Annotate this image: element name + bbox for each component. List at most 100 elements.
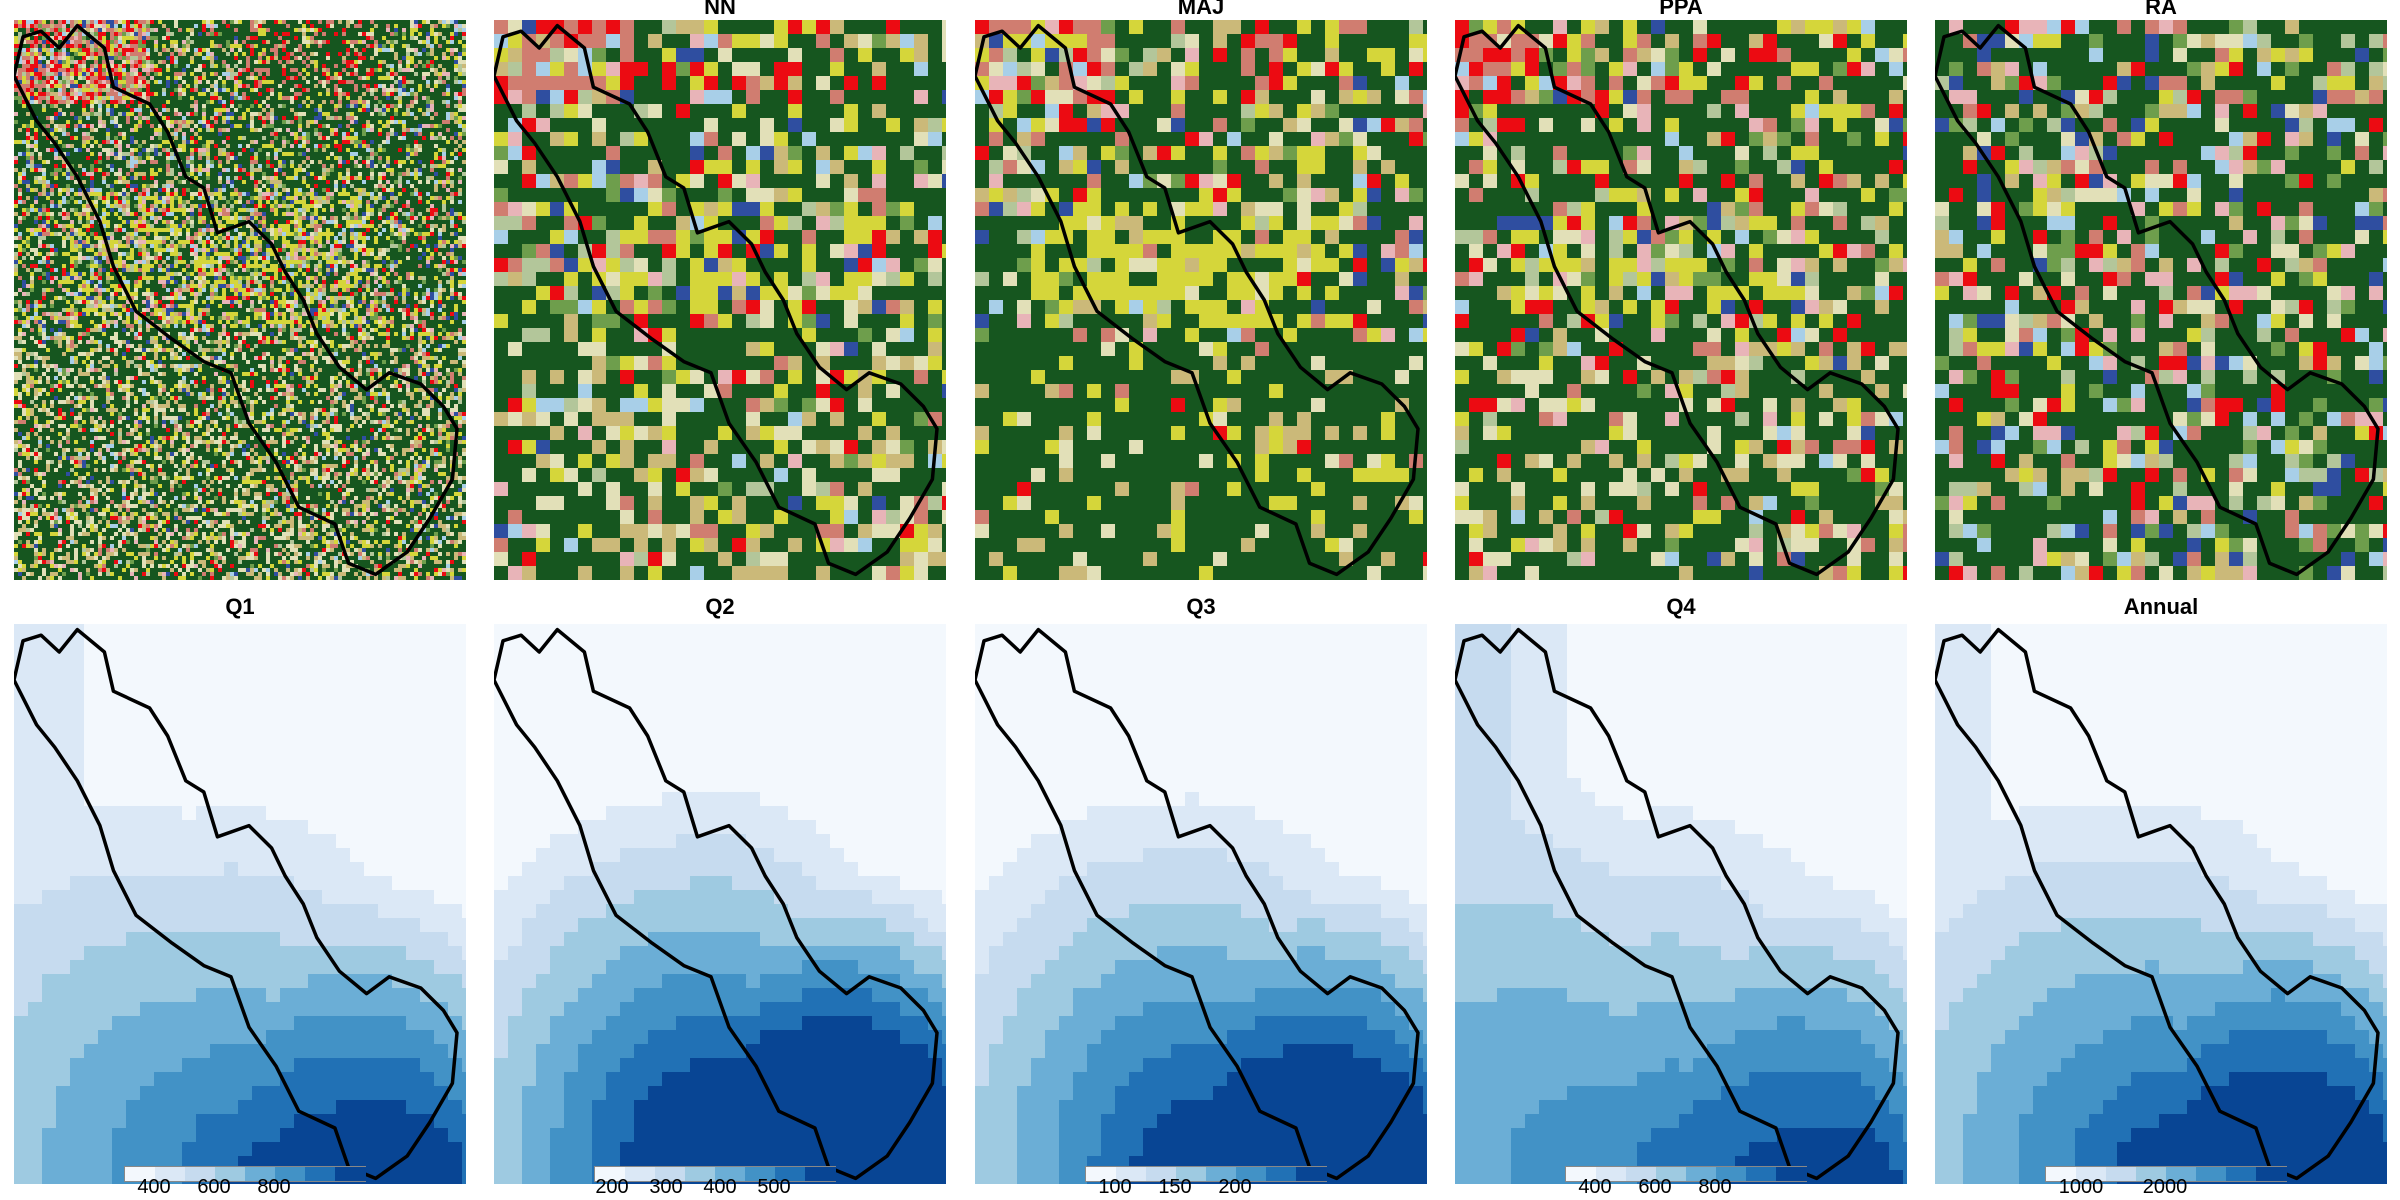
landcover-cell <box>150 84 155 89</box>
landcover-cell <box>38 108 43 113</box>
landcover-cell <box>366 124 371 129</box>
landcover-cell <box>426 152 431 157</box>
landcover-cell <box>182 92 187 97</box>
landcover-cell <box>218 40 223 45</box>
landcover-cell <box>118 152 123 157</box>
landcover-cell <box>382 72 387 77</box>
landcover-cell <box>258 140 263 145</box>
landcover-cell <box>462 44 466 49</box>
landcover-cell <box>454 60 459 65</box>
landcover-cell <box>326 36 331 41</box>
landcover-cell <box>82 168 87 173</box>
landcover-cell <box>222 68 227 73</box>
landcover-cell <box>174 104 179 109</box>
landcover-cell <box>138 188 143 193</box>
landcover-cell <box>106 144 111 149</box>
landcover-cell <box>174 56 179 61</box>
landcover-cell <box>250 192 255 197</box>
landcover-cell <box>430 48 435 53</box>
landcover-cell <box>174 64 179 69</box>
landcover-cell <box>310 64 315 69</box>
landcover-cell <box>182 160 187 165</box>
landcover-cell <box>114 96 119 101</box>
landcover-cell <box>406 144 411 149</box>
landcover-cell <box>254 36 259 41</box>
landcover-cell <box>374 180 379 185</box>
landcover-cell <box>386 40 391 45</box>
landcover-cell <box>362 172 367 177</box>
landcover-cell <box>462 36 466 41</box>
landcover-cell <box>398 164 403 169</box>
landcover-cell <box>178 144 183 149</box>
landcover-cell <box>106 152 111 157</box>
landcover-cell <box>382 124 387 129</box>
landcover-cell <box>438 36 443 41</box>
landcover-cell <box>310 68 315 73</box>
landcover-cell <box>378 160 383 165</box>
landcover-cell <box>86 24 91 29</box>
landcover-cell <box>94 28 99 33</box>
landcover-cell <box>210 124 215 129</box>
landcover-cell <box>426 180 431 185</box>
landcover-cell <box>126 64 131 69</box>
landcover-cell <box>146 156 151 161</box>
landcover-cell <box>90 156 95 161</box>
landcover-cell <box>102 136 107 141</box>
landcover-cell <box>90 104 95 109</box>
landcover-cell <box>166 116 171 121</box>
landcover-cell <box>322 44 327 49</box>
landcover-cell <box>338 104 343 109</box>
landcover-cell <box>318 92 323 97</box>
landcover-cell <box>78 124 83 129</box>
landcover-cell <box>70 176 75 181</box>
landcover-cell <box>254 120 259 125</box>
landcover-cell <box>330 176 335 181</box>
landcover-cell <box>350 116 355 121</box>
landcover-cell <box>366 76 371 81</box>
landcover-cell <box>150 36 155 41</box>
landcover-cell <box>358 120 363 125</box>
landcover-cell <box>286 188 291 193</box>
landcover-cell <box>114 132 119 137</box>
landcover-cell <box>90 120 95 125</box>
landcover-cell <box>90 192 95 197</box>
landcover-cell <box>394 116 399 121</box>
landcover-cell <box>298 32 303 37</box>
landcover-cell <box>42 108 47 113</box>
landcover-cell <box>190 88 195 93</box>
landcover-cell <box>462 40 466 45</box>
landcover-cell <box>78 164 83 169</box>
landcover-cell <box>374 92 379 97</box>
landcover-cell <box>342 108 347 113</box>
landcover-cell <box>210 176 215 181</box>
landcover-cell <box>282 84 287 89</box>
landcover-cell <box>158 36 163 41</box>
landcover-cell <box>202 92 207 97</box>
landcover-cell <box>174 92 179 97</box>
landcover-cell <box>18 144 23 149</box>
landcover-cell <box>34 104 39 109</box>
landcover-cell <box>114 76 119 81</box>
landcover-cell <box>446 52 451 57</box>
landcover-cell <box>414 80 419 85</box>
landcover-cell <box>122 80 127 85</box>
landcover-cell <box>258 108 263 113</box>
landcover-cell <box>338 44 343 49</box>
landcover-cell <box>302 136 307 141</box>
landcover-cell <box>26 172 31 177</box>
landcover-cell <box>154 96 159 101</box>
landcover-cell <box>238 36 243 41</box>
landcover-cell <box>314 60 319 65</box>
landcover-cell <box>130 120 135 125</box>
landcover-cell <box>138 152 143 157</box>
landcover-cell <box>54 28 59 33</box>
landcover-cell <box>86 88 91 93</box>
landcover-cell <box>306 100 311 105</box>
landcover-cell <box>270 116 275 121</box>
landcover-cell <box>422 52 427 57</box>
landcover-cell <box>118 20 123 25</box>
landcover-cell <box>418 60 423 65</box>
landcover-cell <box>298 100 303 105</box>
landcover-cell <box>98 20 103 25</box>
landcover-cell <box>74 156 79 161</box>
